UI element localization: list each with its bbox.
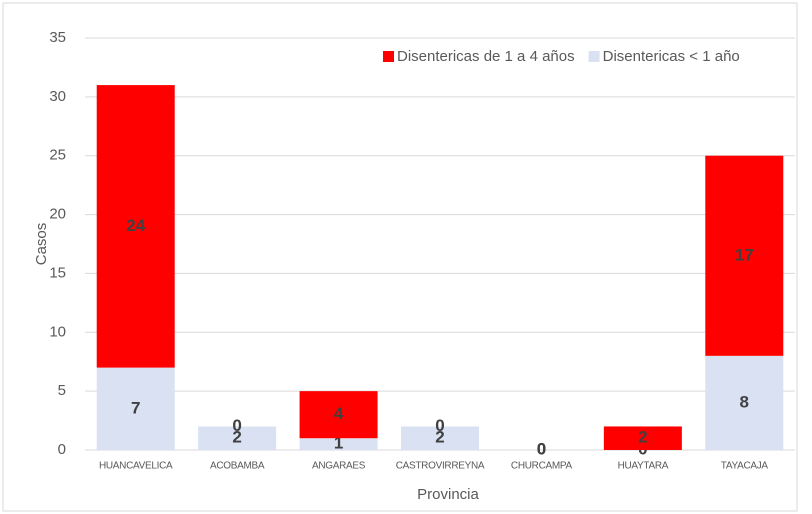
bar-segment (705, 355, 784, 450)
x-tick-label: ANGARAES (312, 461, 366, 472)
bar-segment (603, 426, 682, 450)
data-label: 0 (537, 439, 546, 458)
x-tick-label: TAYACAJA (721, 461, 769, 472)
data-label: 7 (131, 398, 140, 417)
bar-segment (299, 391, 378, 439)
x-tick-label: HUAYTARA (618, 461, 669, 472)
y-axis-label: Casos (33, 223, 50, 266)
data-label: 1 (334, 434, 343, 453)
data-label: 0 (537, 439, 546, 458)
bar-segment (96, 85, 175, 368)
data-label: 8 (740, 392, 749, 411)
data-label: 2 (638, 428, 647, 447)
legend-label: Disentericas de 1 a 4 años (397, 48, 575, 65)
legend-label: Disentericas < 1 año (603, 48, 740, 65)
y-tick-label: 30 (49, 88, 66, 105)
bar-segment (198, 426, 277, 450)
data-label: 17 (735, 245, 754, 264)
x-tick-label: ACOBAMBA (210, 461, 265, 472)
data-label: 4 (334, 404, 344, 423)
data-label: 0 (435, 416, 444, 435)
data-label: 24 (126, 216, 145, 235)
bar-segment (299, 438, 378, 450)
bar-segment (96, 367, 175, 450)
legend-swatch (383, 51, 394, 62)
legend-swatch (588, 51, 600, 62)
x-tick-label: CHURCAMPA (511, 461, 573, 472)
data-label: 0 (232, 416, 241, 435)
y-tick-label: 35 (49, 29, 66, 46)
data-label: 2 (435, 428, 444, 447)
x-axis-label: Provincia (417, 486, 479, 503)
y-tick-label: 15 (49, 264, 66, 281)
bar-segment (401, 426, 479, 450)
x-tick-label: HUANCAVELICA (99, 461, 173, 472)
y-tick-label: 5 (58, 382, 66, 399)
y-tick-label: 25 (49, 147, 66, 164)
y-tick-label: 20 (49, 206, 66, 223)
data-label: 2 (232, 428, 241, 447)
y-tick-label: 0 (58, 441, 66, 458)
y-tick-label: 10 (49, 323, 66, 340)
bar-segment (705, 155, 784, 356)
x-tick-label: CASTROVIRREYNA (396, 461, 485, 472)
